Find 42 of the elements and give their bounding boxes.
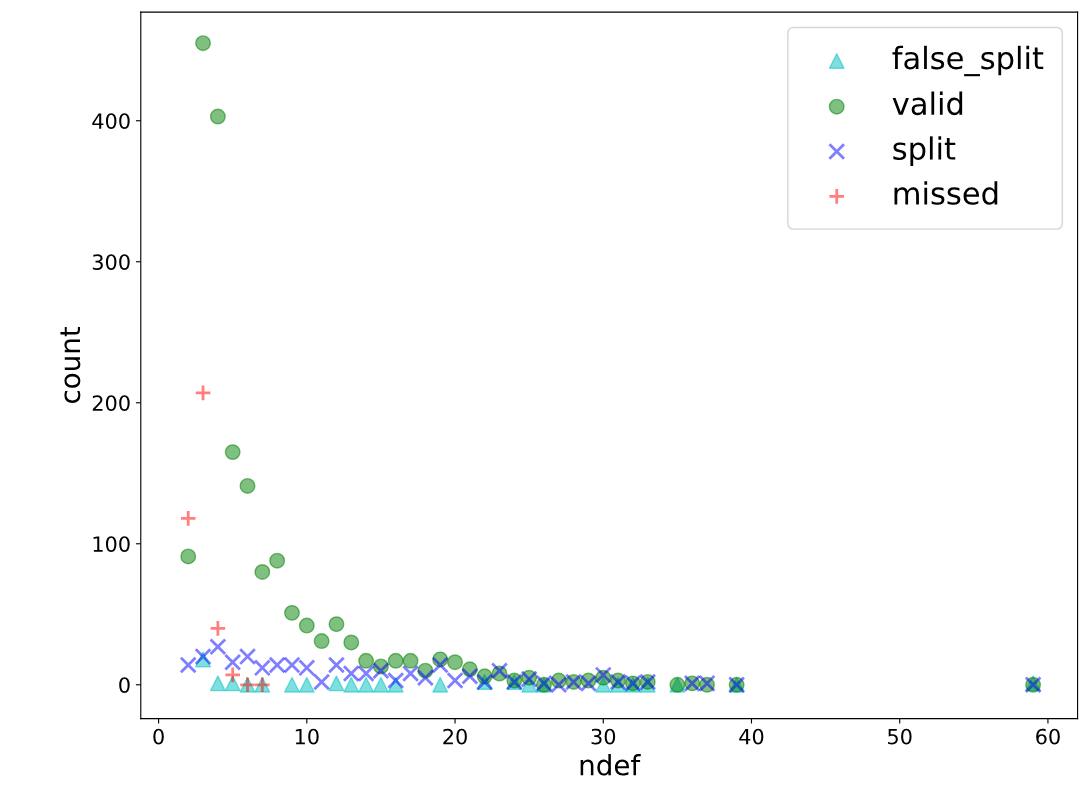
y-tick-label: 100 xyxy=(93,536,130,552)
x-tick-label: 30 xyxy=(591,728,616,745)
point xyxy=(358,652,375,669)
x-tick-label: 40 xyxy=(739,728,764,745)
x-tick-label: 50 xyxy=(888,728,912,745)
point xyxy=(209,108,226,125)
y-tick-label: 400 xyxy=(92,113,130,129)
point xyxy=(254,563,271,580)
y-tick-label: 300 xyxy=(92,254,130,270)
y-tick-label: 200 xyxy=(92,395,130,411)
point xyxy=(328,675,345,692)
x-tick-label: 60 xyxy=(1036,728,1060,745)
point xyxy=(313,633,330,650)
legend-label: false_split xyxy=(892,45,1044,77)
point xyxy=(269,552,286,569)
legend-label: missed xyxy=(894,181,998,205)
point xyxy=(447,654,464,671)
legend-label: split xyxy=(893,136,956,166)
point xyxy=(298,676,315,693)
point xyxy=(387,652,404,669)
x-tick-label: 10 xyxy=(295,728,319,745)
point xyxy=(284,676,300,693)
point xyxy=(195,35,212,52)
x-axis-title: ndef xyxy=(580,754,641,776)
point xyxy=(284,604,300,621)
point xyxy=(239,477,256,494)
y-axis-title: count xyxy=(60,326,81,404)
point xyxy=(298,617,315,634)
point xyxy=(432,676,449,693)
point xyxy=(358,676,375,693)
x-tick-label: 20 xyxy=(443,728,467,745)
point xyxy=(343,676,360,693)
point xyxy=(372,676,389,693)
x-tick-label: 0 xyxy=(153,728,164,745)
legend-label: valid xyxy=(892,91,963,116)
point xyxy=(328,616,345,633)
point xyxy=(180,548,197,565)
y-tick-label: 0 xyxy=(119,677,130,693)
point xyxy=(209,675,226,692)
point xyxy=(224,444,241,461)
point xyxy=(343,634,360,651)
point xyxy=(402,652,419,669)
